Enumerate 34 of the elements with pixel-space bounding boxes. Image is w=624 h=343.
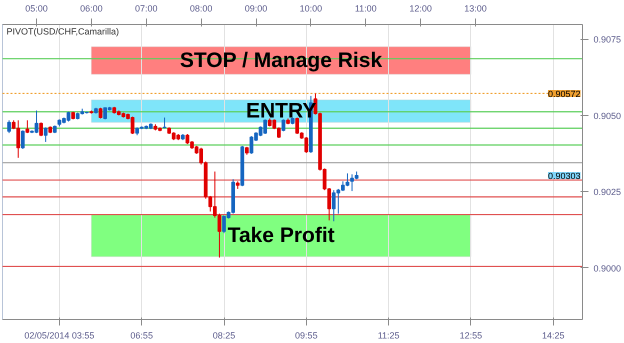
y-tick-label: 0.9025 xyxy=(594,187,622,198)
x-tick-label: 09:55 xyxy=(295,330,318,340)
candlestick xyxy=(26,120,30,134)
candlestick xyxy=(7,120,11,134)
x2-tick-label: 05:00 xyxy=(25,4,48,14)
x-tick-label: 06:55 xyxy=(130,330,153,340)
candlestick xyxy=(16,120,20,158)
x-tick-label: 08:25 xyxy=(212,330,236,340)
x2-tick-label: 11:00 xyxy=(354,4,377,14)
y-tick-label: 0.9000 xyxy=(594,263,622,274)
x2-tick-label: 09:00 xyxy=(244,4,268,14)
candlestick xyxy=(332,190,336,222)
candlestick xyxy=(304,136,308,154)
candlestick xyxy=(282,118,286,132)
y-tick-label: 0.9050 xyxy=(594,110,622,121)
band-label: Take Profit xyxy=(228,224,335,248)
y-tick-label: 0.9075 xyxy=(594,34,622,45)
candlestick xyxy=(39,122,43,137)
annotation: 0.90303 xyxy=(548,171,581,182)
x-tick-label: 14:25 xyxy=(542,330,565,340)
candlestick xyxy=(44,126,48,142)
x2-tick-label: 08:00 xyxy=(190,4,212,14)
x2-tick-label: 10:00 xyxy=(300,4,322,14)
x2-tick-label: 13:00 xyxy=(464,4,487,14)
x-tick-label: 12:55 xyxy=(460,330,482,340)
chart-subtitle: PIVOT(USD/CHF,Camarilla) xyxy=(6,26,120,36)
x2-tick-label: 06:00 xyxy=(80,4,103,14)
x-tick-label: 11:25 xyxy=(378,330,400,340)
x2-tick-label: 12:00 xyxy=(409,4,432,14)
x2-tick-label: 07:00 xyxy=(135,4,158,14)
candlestick xyxy=(162,117,166,129)
candlestick xyxy=(20,130,25,150)
x-tick-label: 02/05/2014 03:55 xyxy=(24,330,94,340)
ref-line-label: 0.90572 xyxy=(548,88,581,99)
